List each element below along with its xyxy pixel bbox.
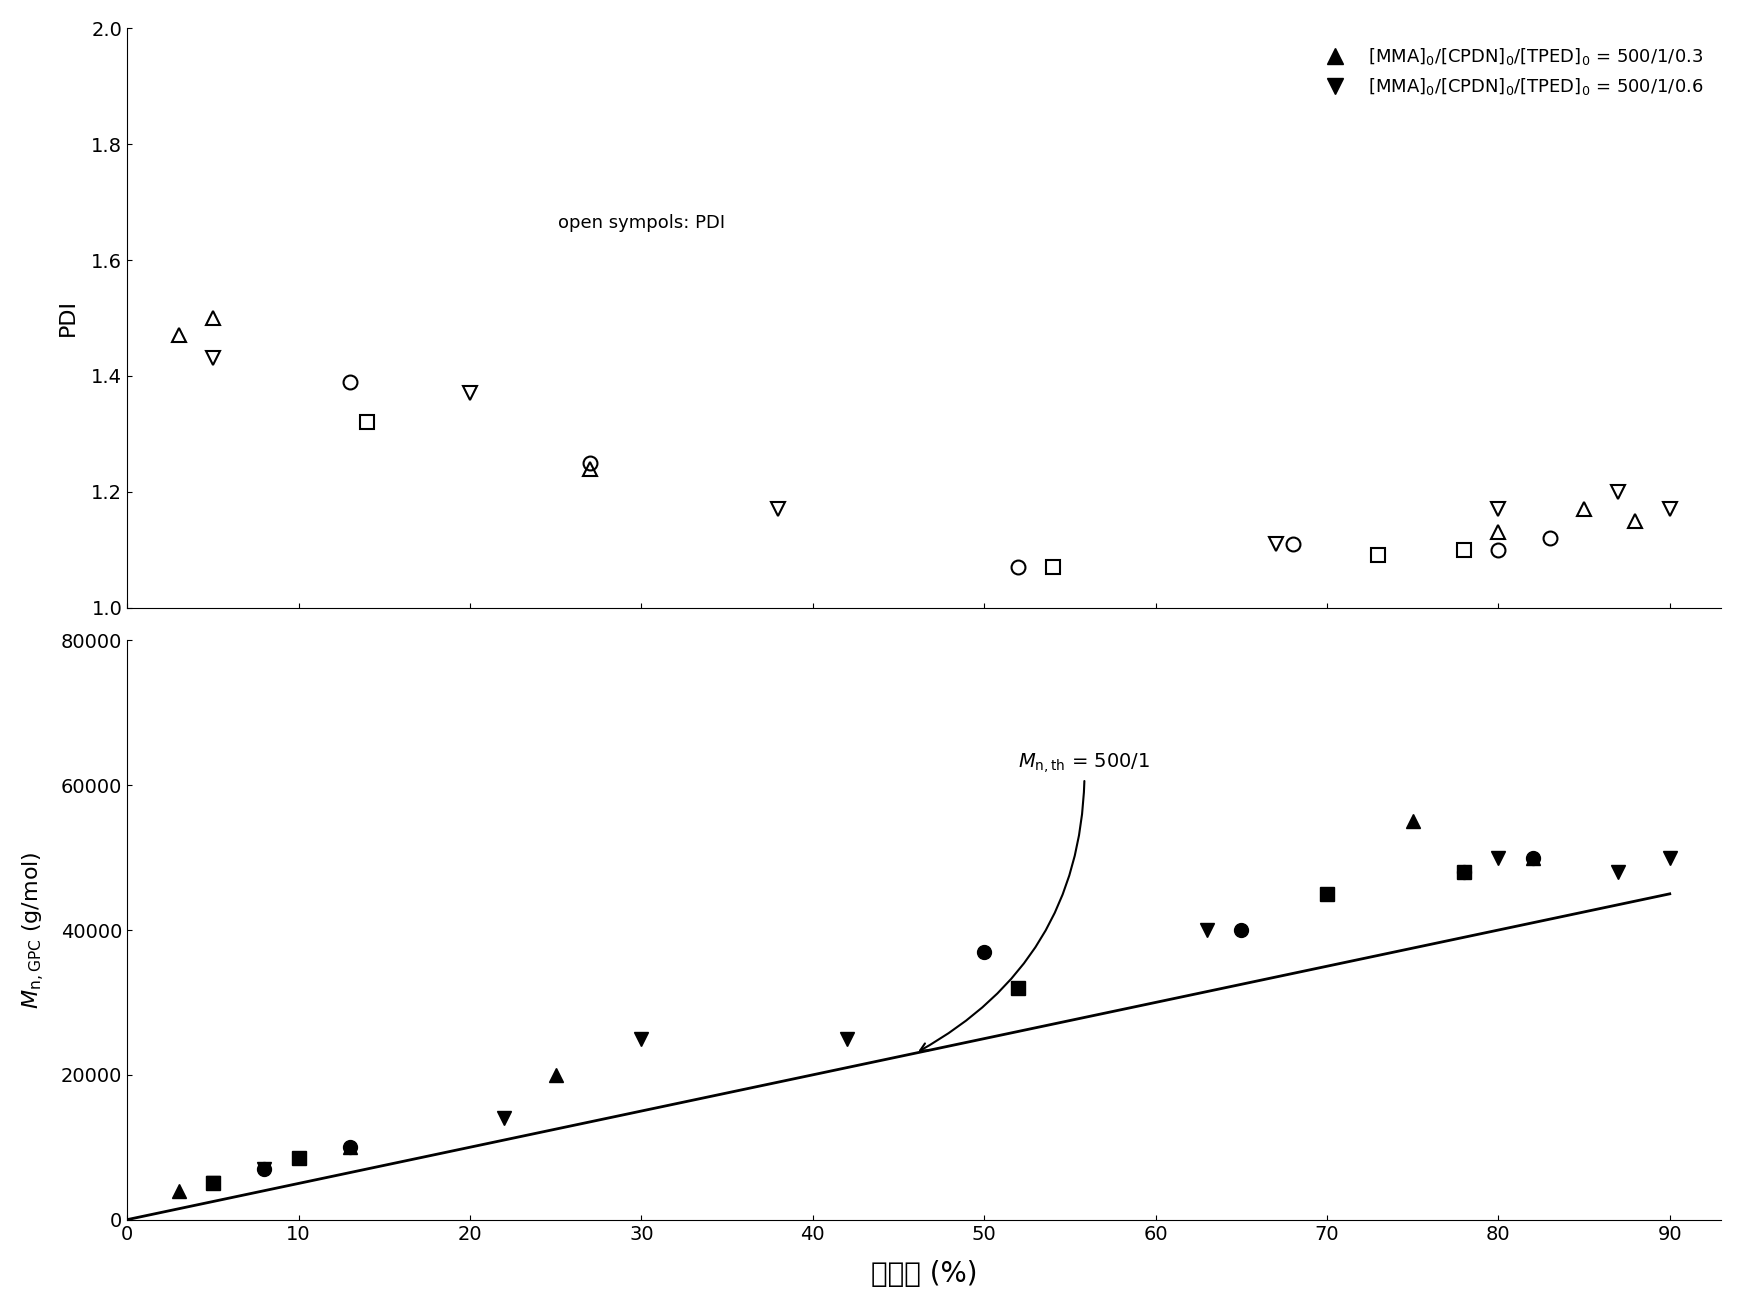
Y-axis label: PDI: PDI	[57, 300, 77, 336]
Text: $M_{\mathrm{n,th}}$ = 500/1: $M_{\mathrm{n,th}}$ = 500/1	[920, 751, 1151, 1051]
Legend: [MMA]$_0$/[CPDN]$_0$/[TPED]$_0$ = 500/1/0.3, [MMA]$_0$/[CPDN]$_0$/[TPED]$_0$ = 5: [MMA]$_0$/[CPDN]$_0$/[TPED]$_0$ = 500/1/…	[1308, 38, 1712, 106]
X-axis label: 转化率 (%): 转化率 (%)	[871, 1261, 977, 1288]
Y-axis label: $M_{\mathrm{n,GPC}}$ (g/mol): $M_{\mathrm{n,GPC}}$ (g/mol)	[21, 851, 47, 1009]
Text: open sympols: PDI: open sympols: PDI	[557, 213, 725, 232]
